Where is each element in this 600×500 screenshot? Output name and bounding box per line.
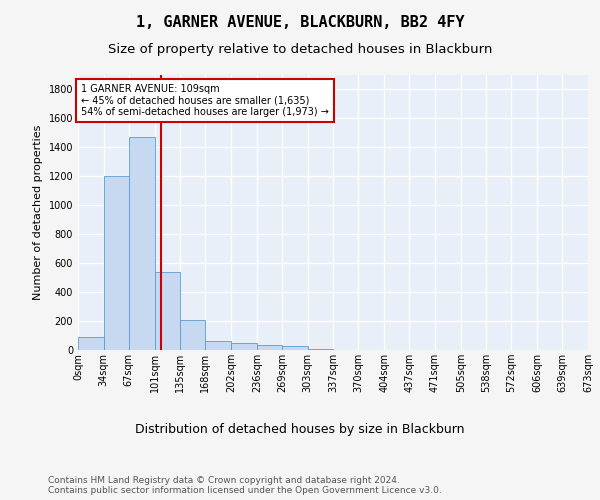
Text: Contains HM Land Registry data © Crown copyright and database right 2024.
Contai: Contains HM Land Registry data © Crown c… [48, 476, 442, 495]
Bar [129, 136, 155, 350]
Bar [257, 346, 282, 350]
Text: Size of property relative to detached houses in Blackburn: Size of property relative to detached ho… [108, 42, 492, 56]
Text: Distribution of detached houses by size in Blackburn: Distribution of detached houses by size … [135, 422, 465, 436]
Y-axis label: Number of detached properties: Number of detached properties [33, 125, 43, 300]
Bar [155, 272, 181, 350]
Text: 1 GARNER AVENUE: 109sqm
← 45% of detached houses are smaller (1,635)
54% of semi: 1 GARNER AVENUE: 109sqm ← 45% of detache… [81, 84, 329, 117]
Bar [282, 346, 308, 350]
Bar [231, 344, 257, 350]
Bar [78, 337, 104, 350]
Bar [308, 348, 334, 350]
Bar [104, 176, 129, 350]
Bar [181, 320, 205, 350]
Bar [205, 340, 231, 350]
Text: 1, GARNER AVENUE, BLACKBURN, BB2 4FY: 1, GARNER AVENUE, BLACKBURN, BB2 4FY [136, 15, 464, 30]
